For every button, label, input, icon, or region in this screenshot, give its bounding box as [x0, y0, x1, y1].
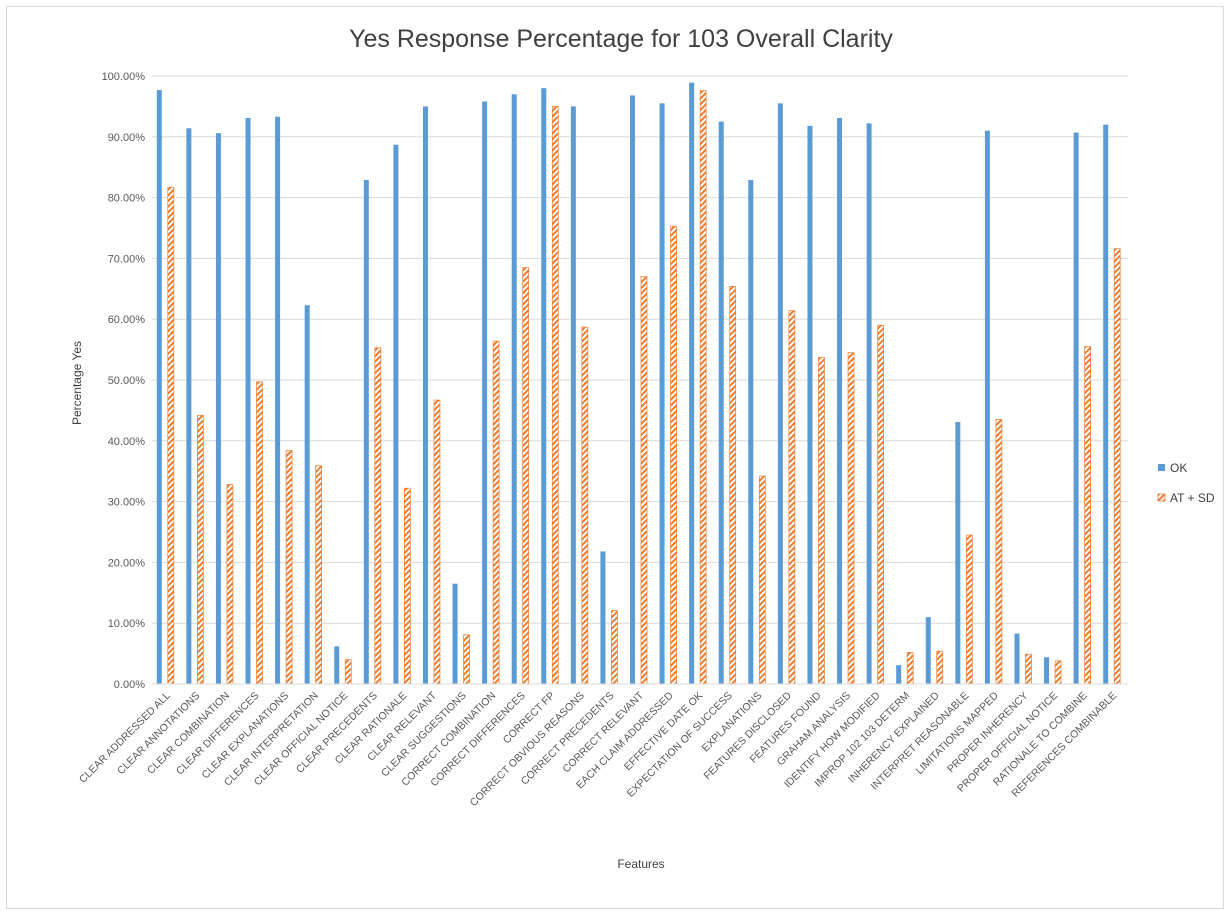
bar-ok: [896, 665, 902, 684]
bar-at-sd: [433, 399, 441, 685]
bar-ok: [748, 179, 754, 684]
bar-at-sd: [463, 634, 470, 685]
bar-at-sd: [404, 487, 411, 685]
y-tick-label: 50.00%: [108, 375, 146, 387]
legend-swatch-ok: [1158, 464, 1165, 471]
y-tick-label: 40.00%: [108, 436, 146, 448]
bar-at-sd: [167, 186, 175, 685]
bar-ok: [304, 305, 310, 684]
y-tick-label: 0.00%: [114, 679, 145, 691]
bar-ok: [659, 103, 665, 685]
bar-at-sd: [492, 340, 500, 685]
y-axis-ticks: 0.00% 10.00% 20.00% 30.00% 40.00% 50.00% 60.00…: [102, 71, 146, 691]
y-tick-label: 30.00%: [108, 497, 146, 509]
bar-ok: [422, 106, 428, 684]
bar-ok: [984, 130, 990, 685]
legend-swatch-at-sd: [1157, 493, 1166, 502]
bar-at-sd: [847, 352, 855, 685]
bar-ok: [393, 144, 399, 685]
bar-ok: [452, 583, 458, 684]
bar-ok: [866, 123, 872, 684]
bar-ok: [718, 121, 724, 685]
bar-at-sd: [788, 310, 796, 685]
bar-ok: [570, 106, 576, 684]
bar-at-sd: [197, 414, 204, 685]
bar-at-sd: [1025, 653, 1032, 685]
bar-at-sd: [818, 357, 825, 685]
bar-at-sd: [522, 267, 530, 685]
bar-at-sd: [611, 610, 618, 685]
bar-at-sd: [285, 450, 293, 685]
bar-ok: [186, 128, 192, 685]
bar-at-sd: [995, 419, 1003, 685]
bar-ok: [1073, 132, 1079, 684]
legend: OK AT + SD: [1157, 461, 1215, 505]
bars: [156, 82, 1121, 685]
bar-at-sd: [581, 326, 589, 685]
legend-label-at-sd: AT + SD: [1170, 491, 1215, 505]
bar-at-sd: [256, 381, 263, 685]
y-tick-label: 70.00%: [108, 253, 146, 265]
bar-at-sd: [551, 106, 559, 685]
bar-ok: [541, 88, 547, 684]
bar-at-sd: [965, 534, 973, 685]
bar-ok: [511, 94, 517, 685]
bar-at-sd: [374, 347, 382, 685]
bar-at-sd: [936, 650, 944, 685]
bar-at-sd: [1113, 248, 1121, 685]
y-axis-title: Percentage Yes: [70, 341, 84, 425]
bar-at-sd: [640, 276, 648, 685]
bar-at-sd: [226, 484, 234, 685]
bar-at-sd: [758, 475, 766, 685]
bar-ok: [156, 89, 162, 684]
chart-title: Yes Response Percentage for 103 Overall …: [349, 25, 893, 53]
bar-at-sd: [906, 652, 914, 685]
bar-ok: [363, 179, 369, 684]
bar-ok: [1103, 124, 1109, 684]
bar-at-sd: [1054, 660, 1062, 685]
bar-ok: [1044, 657, 1050, 684]
gridlines: [152, 75, 1128, 624]
bar-ok: [955, 421, 961, 684]
bar-ok: [245, 117, 251, 684]
y-tick-label: 60.00%: [108, 314, 146, 326]
bar-ok: [837, 117, 843, 684]
bar-at-sd: [877, 324, 884, 685]
x-axis-title: Features: [617, 857, 664, 871]
bar-ok: [600, 551, 606, 684]
y-tick-label: 80.00%: [108, 193, 146, 205]
bar-at-sd: [699, 90, 707, 685]
bar-ok: [925, 617, 931, 684]
y-tick-label: 20.00%: [108, 557, 146, 569]
bar-ok: [689, 82, 695, 685]
bar-at-sd: [670, 225, 677, 685]
bar-ok: [215, 133, 221, 685]
bar-ok: [275, 116, 281, 684]
bar-at-sd: [344, 659, 352, 685]
bar-ok: [630, 95, 635, 685]
bar-ok: [334, 646, 340, 684]
bar-ok: [482, 101, 488, 684]
bar-at-sd: [729, 286, 737, 685]
bar-ok: [1014, 633, 1020, 684]
y-tick-label: 10.00%: [108, 618, 146, 630]
chart-area: [6, 6, 1224, 909]
bar-at-sd: [1084, 346, 1091, 685]
bar-ok: [807, 125, 813, 684]
y-tick-label: 90.00%: [108, 132, 146, 144]
bar-ok: [777, 103, 783, 685]
legend-label-ok: OK: [1170, 461, 1187, 475]
bar-at-sd: [315, 465, 323, 685]
y-tick-label: 100.00%: [102, 71, 146, 83]
